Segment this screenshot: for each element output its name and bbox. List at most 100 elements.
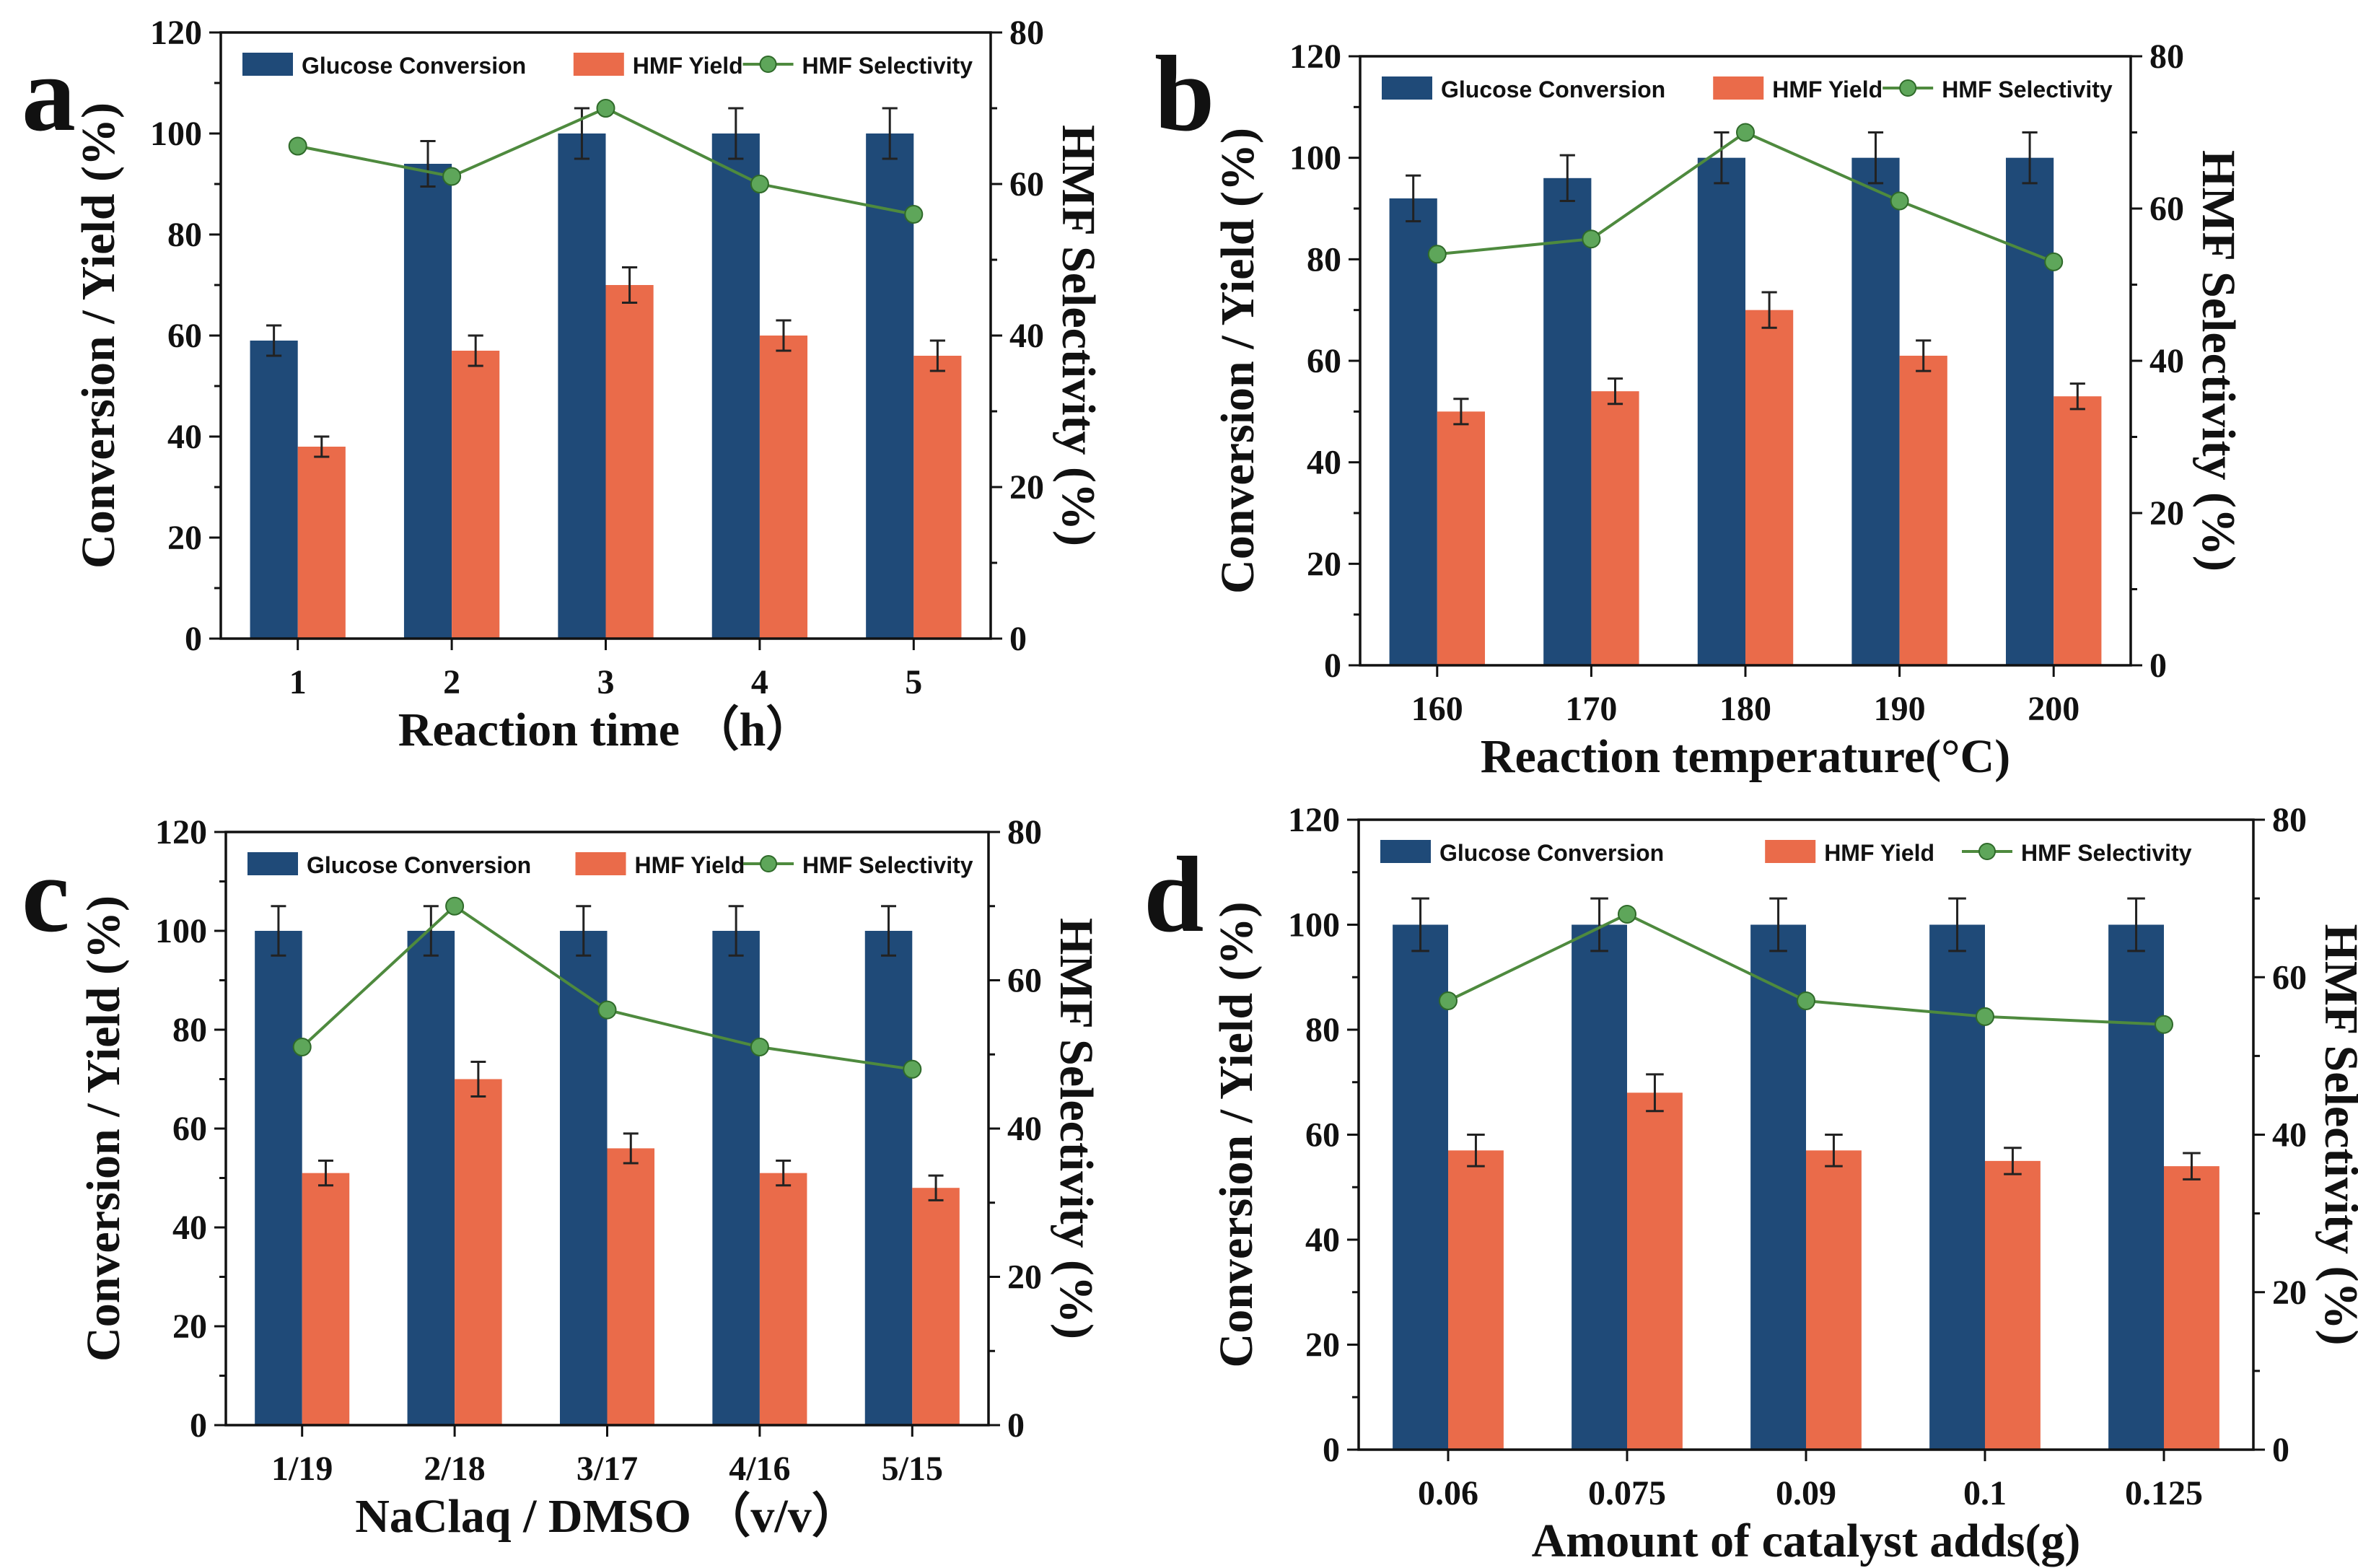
- x-tick-label: 0.09: [1776, 1474, 1836, 1512]
- selectivity-point-5: [904, 205, 924, 224]
- legend-label-selectivity: HMF Selectivity: [802, 53, 973, 79]
- panel-letter-c: c: [22, 835, 70, 955]
- panel-letter-a: a: [22, 34, 76, 154]
- y-tick-label-left: 80: [167, 216, 202, 254]
- legend-marker-selectivity: [760, 855, 778, 872]
- y-tick-label-left: 120: [155, 813, 207, 851]
- conversion-bar-5/15: [864, 931, 913, 1425]
- legend-label-conversion: Glucose Conversion: [1439, 840, 1664, 866]
- y-axis-title-right: HMF Selectivity (%): [1052, 125, 1105, 546]
- selectivity-point-2: [442, 167, 462, 186]
- selectivity-point-0.075: [1618, 904, 1636, 924]
- y-tick-label-left: 0: [190, 1406, 207, 1445]
- legend-marker-selectivity: [759, 56, 777, 73]
- legend-label-selectivity: HMF Selectivity: [802, 852, 973, 878]
- y-tick-label-left: 120: [150, 14, 202, 52]
- x-tick-label: 3: [597, 663, 615, 701]
- legend-swatch-yield: [1713, 76, 1764, 100]
- conversion-bar-4: [711, 133, 760, 639]
- y-tick-label-right: 20: [1007, 1258, 1042, 1297]
- x-tick-label: 1/19: [271, 1450, 333, 1488]
- x-tick-label: 2/18: [424, 1450, 485, 1488]
- y-tick-label-left: 0: [185, 620, 202, 658]
- y-axis-title-right: HMF Selectivity (%): [1050, 918, 1103, 1339]
- yield-bar-4/16: [759, 1173, 807, 1425]
- yield-bar-4: [759, 336, 808, 639]
- yield-bar-0.06: [1448, 1150, 1504, 1450]
- y-axis-title-right: HMF Selectivity (%): [2315, 924, 2358, 1345]
- legend-marker-selectivity: [1899, 79, 1917, 97]
- yield-bar-180: [1745, 310, 1794, 665]
- y-tick-label-left: 0: [1324, 647, 1341, 685]
- selectivity-point-4: [750, 175, 769, 193]
- y-tick-label-left: 100: [155, 912, 207, 950]
- conversion-bar-180: [1697, 157, 1745, 665]
- selectivity-point-3: [596, 99, 615, 118]
- y-tick-label-right: 0: [1007, 1406, 1025, 1445]
- y-tick-label-left: 100: [1289, 139, 1341, 178]
- y-tick-label-left: 20: [1305, 1326, 1340, 1365]
- legend-label-yield: HMF Yield: [635, 852, 745, 878]
- chart-panel-d: d 0 20 40 60 80 100 120 0 20 40 60 80 0.06 0.075 0.09 0.…: [1144, 801, 2358, 1567]
- y-tick-label-right: 60: [1009, 165, 1044, 203]
- x-tick-label: 5/15: [882, 1450, 943, 1488]
- y-tick-label-right: 80: [1007, 813, 1042, 851]
- selectivity-point-1/19: [292, 1037, 312, 1056]
- yield-bar-0.09: [1806, 1150, 1862, 1450]
- legend-swatch-conversion: [1382, 76, 1432, 100]
- x-tick-label: 0.1: [1963, 1474, 2007, 1512]
- y-tick-label-left: 20: [167, 519, 202, 557]
- conversion-bar-4/16: [712, 931, 760, 1425]
- y-tick-label-left: 80: [1305, 1011, 1340, 1049]
- chart-panel-b: b 0 20 40 60 80 100 120 0 20 40 60 80 160 170 180 190 200…: [1154, 34, 2245, 783]
- panel-letter-b: b: [1154, 34, 1214, 154]
- legend-label-yield: HMF Yield: [1772, 76, 1883, 102]
- x-axis-title: NaClaq / DMSO （v/v）: [355, 1489, 859, 1543]
- conversion-bar-0.1: [1929, 924, 1985, 1450]
- legend-label-yield: HMF Yield: [633, 53, 743, 79]
- chart-panel-a: a 0 20 40 60 80 100 120 0 20 40 60 80 1 2 3 4 5 Reaction t…: [22, 14, 1105, 756]
- y-tick-label-right: 80: [2272, 801, 2307, 839]
- legend-swatch-yield: [575, 852, 626, 875]
- legend-label-selectivity: HMF Selectivity: [2021, 840, 2192, 866]
- y-tick-label-right: 0: [2272, 1431, 2289, 1469]
- yield-bar-0.075: [1627, 1092, 1683, 1450]
- y-axis-title-left: Conversion / Yield (%): [77, 895, 130, 1362]
- conversion-bar-0.09: [1750, 924, 1806, 1450]
- selectivity-point-2/18: [445, 896, 465, 916]
- y-tick-label-left: 80: [1307, 240, 1341, 279]
- y-tick-label-right: 40: [1007, 1110, 1042, 1148]
- y-tick-label-left: 60: [1305, 1116, 1340, 1155]
- conversion-bar-1/19: [255, 931, 302, 1425]
- y-axis-title-left: Conversion / Yield (%): [72, 102, 125, 569]
- legend: Glucose Conversion HMF Yield HMF Selectivi…: [247, 852, 973, 878]
- selectivity-point-1: [288, 136, 307, 156]
- selectivity-point-3/17: [597, 1000, 617, 1020]
- yield-bar-2: [452, 351, 500, 639]
- yield-bar-3: [605, 285, 654, 639]
- y-tick-label-left: 40: [172, 1209, 207, 1247]
- y-tick-label-left: 60: [167, 317, 202, 355]
- y-axis-title-left: Conversion / Yield (%): [1210, 902, 1263, 1368]
- y-tick-label-right: 20: [1009, 468, 1044, 507]
- yield-bar-200: [2054, 396, 2102, 665]
- selectivity-point-180: [1736, 123, 1755, 142]
- x-tick-label: 4/16: [729, 1450, 790, 1488]
- selectivity-point-160: [1427, 245, 1447, 264]
- y-tick-label-left: 120: [1289, 38, 1341, 76]
- yield-bar-190: [1899, 355, 1947, 665]
- legend-marker-selectivity: [1978, 843, 1996, 860]
- y-tick-label-left: 20: [1307, 545, 1341, 583]
- yield-bar-160: [1437, 411, 1486, 665]
- x-axis-title: Reaction time （h）: [398, 703, 814, 756]
- legend: Glucose Conversion HMF Yield HMF Selectivi…: [1382, 76, 2113, 102]
- yield-bar-1: [297, 447, 346, 639]
- legend: Glucose Conversion HMF Yield HMF Selectivi…: [242, 53, 973, 79]
- y-tick-label-left: 100: [150, 115, 202, 153]
- x-tick-label: 0.125: [2125, 1474, 2203, 1512]
- legend-label-conversion: Glucose Conversion: [302, 53, 526, 79]
- x-tick-label: 160: [1411, 690, 1463, 728]
- selectivity-point-0.09: [1797, 991, 1815, 1010]
- conversion-bar-2: [403, 164, 452, 639]
